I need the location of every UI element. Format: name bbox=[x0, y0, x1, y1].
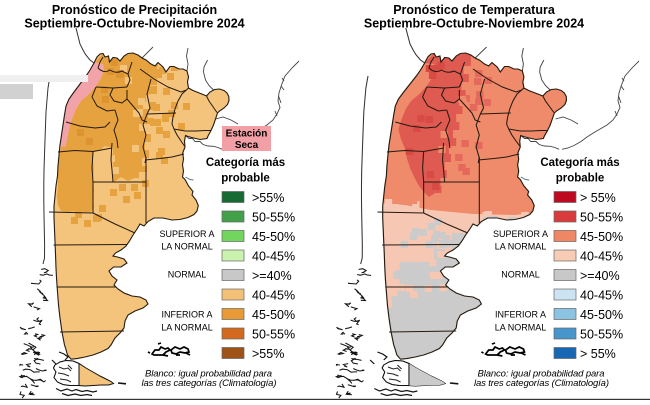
svg-text:Categoría más: Categoría más bbox=[540, 157, 619, 169]
svg-text:Blanco: igual probabilidad par: Blanco: igual probabilidad para bbox=[478, 369, 605, 380]
svg-text:NORMAL: NORMAL bbox=[501, 270, 540, 280]
svg-text:40-45%: 40-45% bbox=[580, 250, 623, 264]
svg-text:Pronóstico de Temperatura: Pronóstico de Temperatura bbox=[393, 3, 556, 17]
svg-text:las tres categorías (Climatolo: las tres categorías (Climatología) bbox=[474, 378, 609, 389]
svg-text:>55%: >55% bbox=[252, 347, 284, 361]
svg-text:45-50%: 45-50% bbox=[580, 308, 623, 322]
svg-text:las tres categorías (Climatolo: las tres categorías (Climatología) bbox=[142, 378, 277, 389]
svg-text:45-50%: 45-50% bbox=[252, 308, 295, 322]
svg-text:Septiembre-Octubre-Noviembre 2: Septiembre-Octubre-Noviembre 2024 bbox=[364, 17, 584, 31]
svg-text:Categoría más: Categoría más bbox=[206, 157, 285, 169]
svg-text:> 55%: > 55% bbox=[580, 347, 616, 361]
svg-text:45-50%: 45-50% bbox=[252, 230, 295, 244]
svg-text:50-55%: 50-55% bbox=[252, 211, 295, 225]
svg-text:>=40%: >=40% bbox=[580, 269, 620, 283]
svg-text:Pronóstico de Precipitación: Pronóstico de Precipitación bbox=[52, 3, 217, 17]
svg-text:LA NORMAL: LA NORMAL bbox=[495, 323, 547, 333]
svg-text:SUPERIOR A: SUPERIOR A bbox=[159, 229, 214, 239]
svg-text:LA NORMAL: LA NORMAL bbox=[495, 242, 547, 252]
svg-text:50-55%: 50-55% bbox=[580, 211, 623, 225]
svg-text:40-45%: 40-45% bbox=[252, 289, 295, 303]
svg-text:Septiembre-Octubre-Noviembre 2: Septiembre-Octubre-Noviembre 2024 bbox=[24, 17, 244, 31]
svg-text:Seca: Seca bbox=[235, 140, 259, 151]
svg-text:INFERIOR A: INFERIOR A bbox=[495, 310, 546, 320]
svg-text:40-45%: 40-45% bbox=[252, 250, 295, 264]
svg-text:SUPERIOR A: SUPERIOR A bbox=[493, 229, 548, 239]
svg-text:probable: probable bbox=[221, 173, 270, 185]
svg-text:>=40%: >=40% bbox=[252, 269, 292, 283]
svg-text:LA NORMAL: LA NORMAL bbox=[161, 323, 213, 333]
svg-text:LA NORMAL: LA NORMAL bbox=[161, 242, 213, 252]
svg-text:50-55%: 50-55% bbox=[580, 328, 623, 342]
svg-text:Blanco: igual probabilidad par: Blanco: igual probabilidad para bbox=[145, 369, 272, 380]
svg-text:INFERIOR A: INFERIOR A bbox=[161, 310, 212, 320]
svg-text:Estación: Estación bbox=[226, 129, 268, 140]
svg-text:40-45%: 40-45% bbox=[580, 289, 623, 303]
svg-text:45-50%: 45-50% bbox=[580, 230, 623, 244]
svg-text:50-55%: 50-55% bbox=[252, 328, 295, 342]
svg-text:NORMAL: NORMAL bbox=[168, 270, 207, 280]
svg-text:>55%: >55% bbox=[252, 191, 284, 205]
svg-text:probable: probable bbox=[556, 173, 605, 185]
svg-text:> 55%: > 55% bbox=[580, 191, 616, 205]
